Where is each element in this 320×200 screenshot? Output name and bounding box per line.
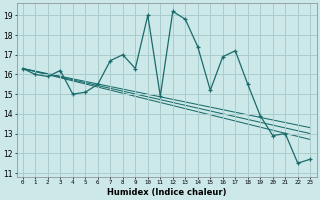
X-axis label: Humidex (Indice chaleur): Humidex (Indice chaleur)	[107, 188, 226, 197]
